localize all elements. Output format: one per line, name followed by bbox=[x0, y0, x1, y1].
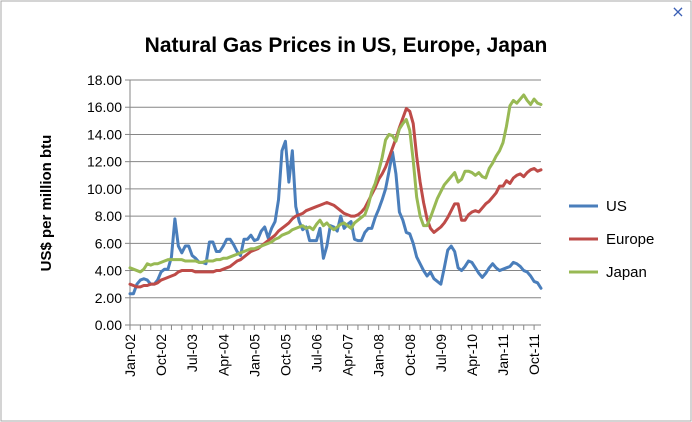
x-tick-label-1: Oct-02 bbox=[153, 334, 169, 376]
x-tick-label-5: Oct-05 bbox=[277, 334, 293, 376]
y-tick-label-8: 16.00 bbox=[87, 99, 122, 115]
y-tick-label-2: 4.00 bbox=[95, 263, 122, 279]
y-tick-label-6: 12.00 bbox=[87, 154, 122, 170]
series-line-japan bbox=[128, 93, 543, 274]
y-tick-label-9: 18.00 bbox=[87, 72, 122, 88]
y-tick-label-0: 0.00 bbox=[95, 317, 122, 333]
legend-label-us: US bbox=[606, 198, 627, 215]
x-tick-label-11: Apr-10 bbox=[464, 334, 480, 376]
x-tick-label-7: Apr-07 bbox=[340, 334, 356, 376]
y-tick-label-5: 10.00 bbox=[87, 181, 122, 197]
y-tick-label-7: 14.00 bbox=[87, 126, 122, 142]
x-tick-label-4: Jan-05 bbox=[246, 334, 262, 377]
series-lines bbox=[128, 93, 543, 296]
legend: US Europe Japan bbox=[569, 198, 654, 281]
x-tick-labels: Jan-02 Oct-02 Jul-03 Apr-04 Jan-05 Oct-05 Jul-… bbox=[122, 334, 542, 377]
y-tick-labels: 0.00 2.00 4.00 6.00 8.00 10.00 12.00 14.00 16.00… bbox=[87, 72, 122, 333]
x-tick-label-9: Oct-08 bbox=[402, 334, 418, 376]
y-tick-label-1: 2.00 bbox=[95, 290, 122, 306]
x-tick-label-13: Oct-11 bbox=[526, 334, 542, 375]
y-tick-label-3: 6.00 bbox=[95, 235, 122, 251]
x-tick-label-6: Jul-06 bbox=[309, 334, 325, 372]
x-tick-label-0: Jan-02 bbox=[122, 334, 138, 377]
x-tick-label-10: Jul-09 bbox=[433, 334, 449, 372]
x-tick-label-3: Apr-04 bbox=[215, 334, 231, 376]
x-tick-label-8: Jan-08 bbox=[371, 334, 387, 377]
close-icon[interactable]: × bbox=[671, 2, 685, 21]
x-tick-label-2: Jul-03 bbox=[184, 334, 200, 372]
y-axis-label: US$ per million btu bbox=[38, 135, 55, 272]
y-tick-label-4: 8.00 bbox=[95, 208, 122, 224]
legend-label-europe: Europe bbox=[606, 231, 654, 248]
legend-label-japan: Japan bbox=[606, 264, 647, 281]
chart-title: Natural Gas Prices in US, Europe, Japan bbox=[145, 34, 548, 57]
x-tick-label-12: Jan-11 bbox=[495, 334, 511, 376]
series-line-europe bbox=[128, 107, 543, 289]
